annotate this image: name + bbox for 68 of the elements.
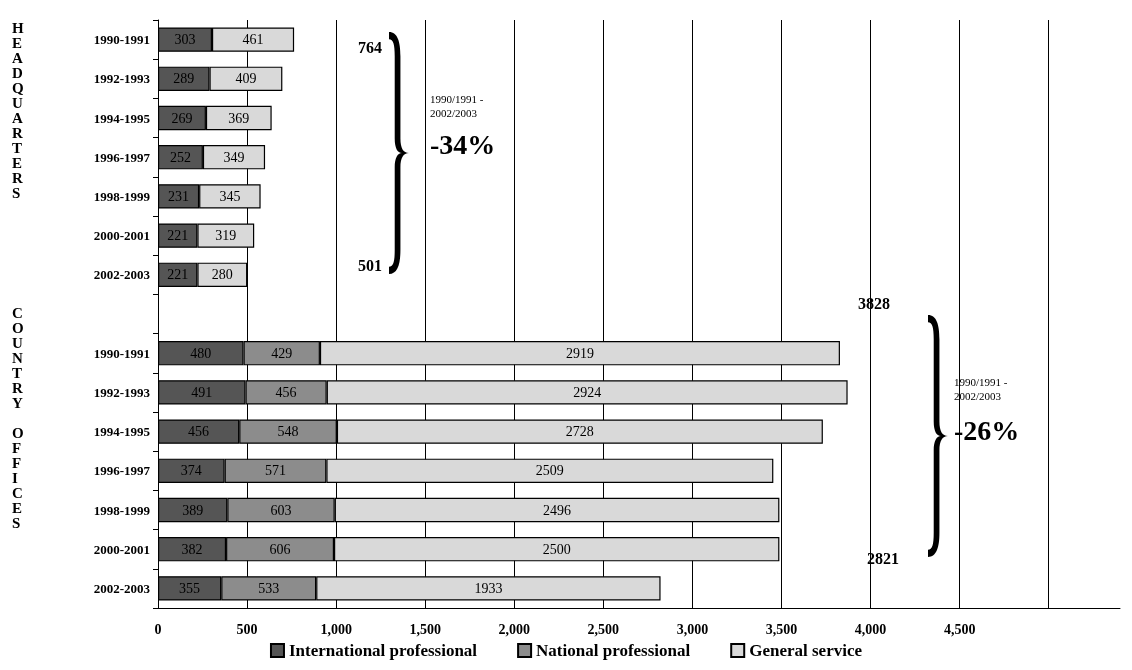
- legend-label: National professional: [536, 641, 691, 660]
- text: COUNTRY OFFICES: [12, 304, 24, 531]
- x-tick-label: 3,000: [676, 621, 709, 637]
- data-label: 2924: [573, 384, 602, 400]
- data-label: 355: [179, 580, 201, 596]
- y-tick-label: 2000-2001: [93, 228, 150, 244]
- data-label: 1933: [474, 580, 503, 596]
- annotation: 501: [358, 256, 382, 274]
- data-label: 369: [228, 110, 250, 126]
- annotation: 764: [358, 38, 382, 56]
- data-label: 2919: [565, 345, 594, 361]
- data-label: 548: [277, 424, 299, 440]
- annotation: 1990/1991 - 2002/2003: [430, 93, 484, 120]
- data-label: 252: [169, 149, 191, 165]
- y-tick-label: 2002-2003: [93, 267, 151, 283]
- x-tick-label: 2,500: [587, 621, 620, 637]
- y-tick-label: 1998-1999: [93, 188, 151, 204]
- data-label: 280: [211, 267, 233, 283]
- x-tick-label: 4,500: [943, 621, 976, 637]
- y-tick-label: 1996-1997: [93, 463, 151, 479]
- y-tick-label: 1994-1995: [93, 424, 151, 440]
- data-label: 491: [191, 384, 213, 400]
- y-tick-label: 1990-1991: [93, 32, 150, 48]
- data-label: 349: [223, 149, 245, 165]
- data-label: 221: [167, 267, 189, 283]
- data-label: 221: [167, 228, 189, 244]
- y-tick-label: 1990-1991: [93, 345, 150, 361]
- annotation: -34%: [430, 128, 496, 160]
- x-tick-label: 0: [154, 621, 162, 637]
- x-tick-label: 2,000: [498, 621, 531, 637]
- data-label: 2496: [543, 502, 572, 518]
- data-label: 389: [182, 502, 204, 518]
- data-label: 606: [269, 541, 291, 557]
- data-label: 289: [173, 71, 195, 87]
- legend-label: General service: [749, 641, 863, 660]
- data-label: 533: [258, 580, 280, 596]
- x-tick-label: 500: [236, 621, 258, 637]
- text: HEADQUARTERS: [12, 19, 24, 201]
- data-label: 382: [181, 541, 203, 557]
- y-tick-label: 2002-2003: [93, 580, 151, 596]
- data-label: 374: [180, 463, 202, 479]
- data-label: 231: [168, 188, 190, 204]
- data-label: 603: [270, 502, 292, 518]
- x-tick-label: 1,500: [409, 621, 441, 637]
- data-label: 345: [219, 188, 241, 204]
- x-tick-label: 4,000: [854, 621, 887, 637]
- y-tick-label: 2000-2001: [93, 541, 150, 557]
- data-label: 480: [190, 345, 212, 361]
- data-label: 2500: [542, 541, 571, 557]
- y-tick-label: 1992-1993: [93, 71, 151, 87]
- x-tick-label: 1,000: [320, 621, 352, 637]
- y-tick-label: 1996-1997: [93, 149, 151, 165]
- data-label: 461: [242, 32, 264, 48]
- data-label: 2509: [535, 463, 564, 479]
- x-tick-label: 3,500: [765, 621, 798, 637]
- data-label: 2728: [565, 424, 594, 440]
- data-label: 429: [271, 345, 293, 361]
- y-tick-label: 1992-1993: [93, 384, 151, 400]
- data-label: 303: [174, 32, 196, 48]
- data-label: 456: [275, 384, 297, 400]
- data-label: 571: [264, 463, 286, 479]
- legend-label: International professional: [288, 641, 478, 660]
- data-label: 456: [188, 424, 210, 440]
- y-tick-label: 1994-1995: [93, 110, 151, 126]
- y-tick-label: 1998-1999: [93, 502, 151, 518]
- data-label: 409: [235, 71, 257, 87]
- data-label: 319: [215, 228, 237, 244]
- data-label: 269: [171, 110, 193, 126]
